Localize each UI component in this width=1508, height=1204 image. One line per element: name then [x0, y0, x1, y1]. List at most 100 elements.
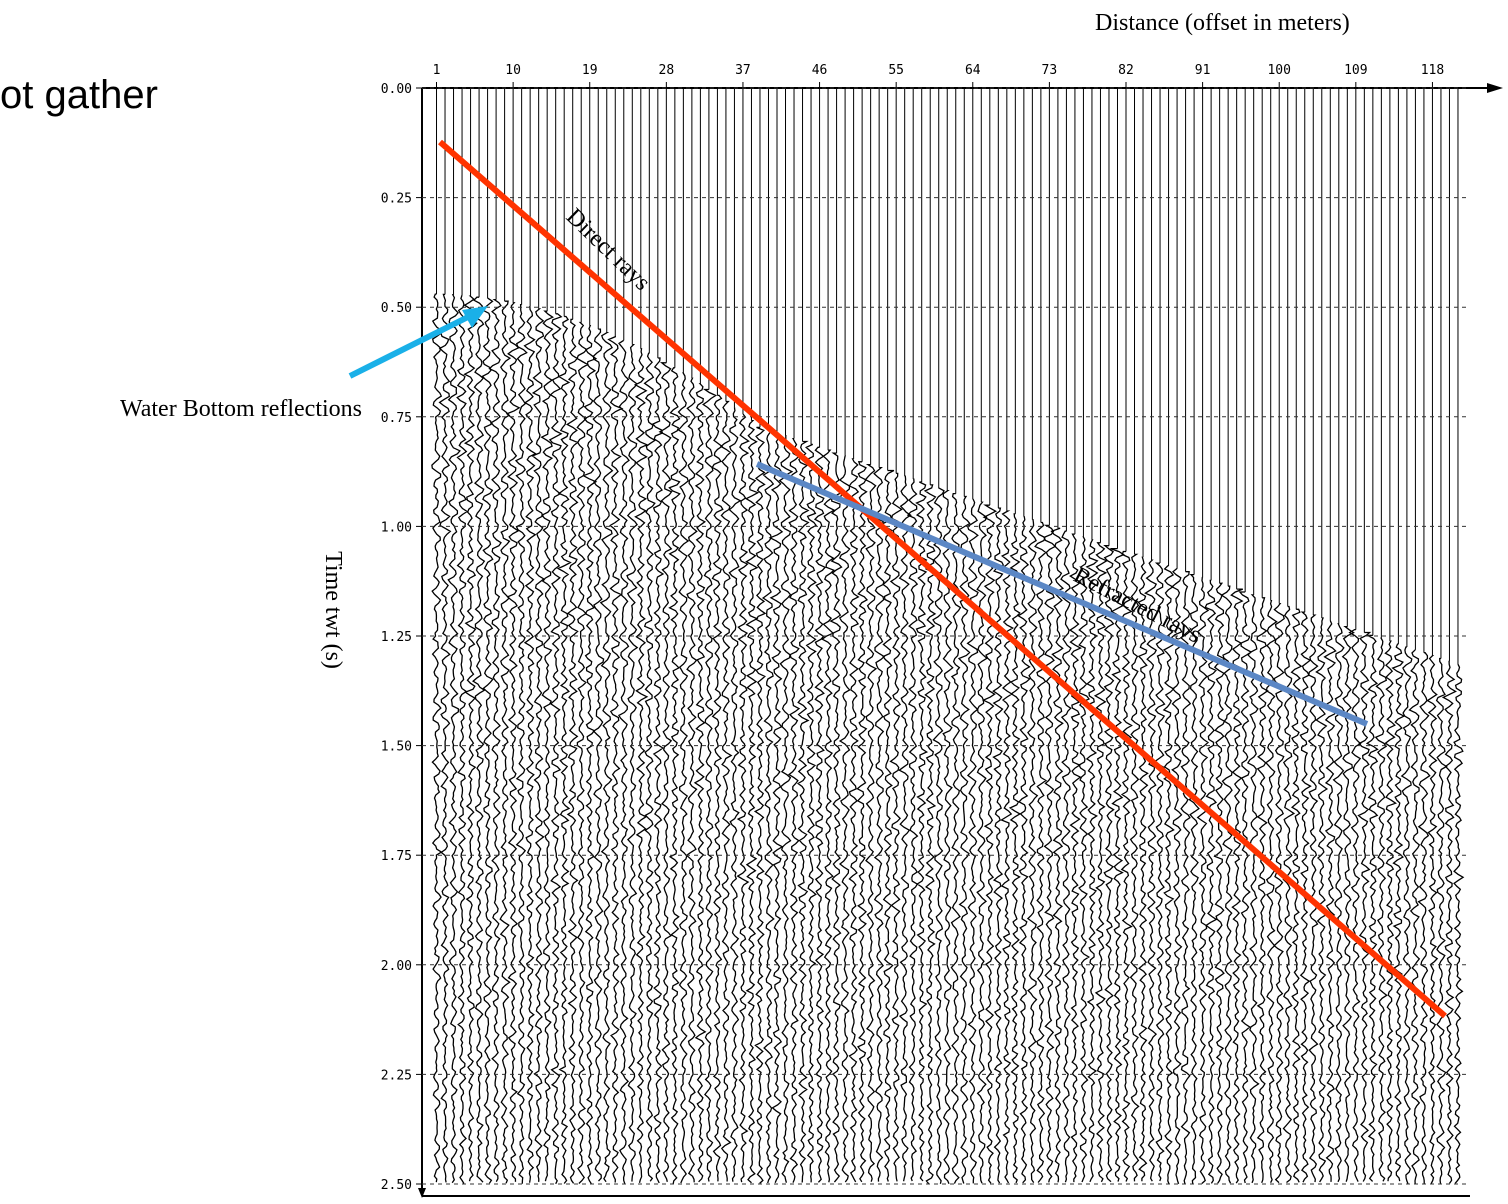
- x-tick-label: 55: [888, 63, 904, 78]
- trace-wiggle: [1417, 652, 1431, 1184]
- trace-wiggle: [906, 478, 920, 1182]
- trace-wiggle: [1374, 637, 1388, 1182]
- trace-wiggle: [1256, 597, 1269, 1184]
- trace-wiggle: [1384, 640, 1398, 1182]
- traces: [431, 88, 1465, 1185]
- trace-wiggle: [658, 362, 673, 1182]
- y-tick-label: 2.25: [381, 1068, 412, 1083]
- trace-wiggle: [848, 458, 860, 1183]
- trace-wiggle: [942, 490, 954, 1184]
- trace-wiggle: [898, 475, 912, 1182]
- trace-wiggle: [1357, 631, 1372, 1182]
- trace-wiggle: [592, 328, 605, 1182]
- trace-wiggle: [481, 297, 494, 1184]
- trace-wiggle: [1043, 524, 1057, 1183]
- y-axis-arrow: [418, 1188, 426, 1198]
- trace-wiggle: [728, 407, 742, 1182]
- trace-wiggle: [879, 469, 895, 1182]
- y-axis-label: Time twt (s): [320, 551, 346, 669]
- trace-wiggle: [1365, 634, 1379, 1182]
- trace-wiggle: [643, 352, 657, 1182]
- trace-wiggle: [761, 429, 775, 1184]
- trace-wiggle: [950, 492, 962, 1184]
- trace-wiggle: [1162, 565, 1176, 1185]
- trace-wiggle: [488, 299, 502, 1183]
- trace-wiggle: [456, 294, 469, 1184]
- trace-wiggle: [1204, 579, 1218, 1184]
- trace-wiggle: [1400, 646, 1413, 1185]
- y-tick-label: 1.50: [381, 740, 412, 755]
- x-tick-label: 10: [505, 63, 521, 78]
- refracted-ray-line: [755, 461, 1369, 727]
- trace-wiggle: [1026, 518, 1039, 1183]
- trace-wiggle: [1085, 539, 1099, 1183]
- trace-wiggle: [1008, 513, 1022, 1184]
- trace-wiggle: [1050, 527, 1065, 1183]
- trace-wiggle: [1129, 553, 1141, 1182]
- x-tick-label: 64: [965, 63, 981, 78]
- trace-wiggle: [1196, 576, 1210, 1184]
- trace-wiggle: [677, 372, 690, 1184]
- trace-wiggle: [1435, 657, 1448, 1184]
- trace-wiggle: [1154, 562, 1166, 1182]
- direct-ray-line: [438, 139, 1447, 1019]
- trace-wiggle: [447, 294, 461, 1184]
- trace-wiggle: [813, 446, 827, 1183]
- trace-wiggle: [923, 484, 937, 1185]
- trace-wiggle: [702, 388, 718, 1182]
- trace-wiggle: [1170, 568, 1183, 1185]
- trace-wiggle: [864, 464, 878, 1182]
- y-tick-label: 1.75: [381, 849, 412, 864]
- trace-wiggle: [1213, 582, 1226, 1184]
- trace-wiggle: [1179, 571, 1192, 1184]
- trace-wiggle: [1348, 628, 1362, 1182]
- trace-wiggle: [829, 452, 844, 1183]
- trace-wiggle: [556, 315, 572, 1184]
- y-tick-label: 0.00: [381, 82, 412, 97]
- trace-wiggle: [523, 306, 537, 1183]
- trace-wiggle: [617, 339, 630, 1184]
- trace-wiggle: [1391, 643, 1406, 1182]
- trace-wiggle: [1068, 533, 1082, 1183]
- x-tick-label: 73: [1042, 63, 1058, 78]
- trace-wiggle: [736, 413, 750, 1183]
- chart-title: ot gather: [0, 73, 158, 117]
- annotation: Water Bottom reflections: [120, 396, 362, 422]
- y-tick-label: 0.50: [381, 301, 412, 316]
- trace-wiggle: [1220, 585, 1234, 1184]
- trace-wiggle: [1120, 550, 1133, 1182]
- trace-wiggle: [915, 481, 929, 1182]
- x-tick-label: 46: [812, 63, 828, 78]
- trace-wiggle: [1137, 556, 1149, 1182]
- x-tick-label: 28: [659, 63, 675, 78]
- y-tick-label: 2.50: [381, 1178, 412, 1193]
- x-tick-label: 37: [735, 63, 751, 78]
- trace-wiggle: [565, 318, 579, 1184]
- x-axis-arrow: [1487, 83, 1503, 93]
- trace-wiggle: [889, 472, 903, 1182]
- trace-wiggle: [1282, 605, 1296, 1184]
- trace-wiggle: [1290, 608, 1303, 1183]
- trace-wiggle: [1000, 510, 1015, 1184]
- trace-wiggle: [820, 449, 836, 1183]
- trace-wiggle: [787, 437, 801, 1183]
- trace-wiggle: [1103, 545, 1115, 1183]
- x-tick-label: 109: [1344, 63, 1367, 78]
- y-tick-label: 0.75: [381, 411, 412, 426]
- x-axis-label: Distance (offset in meters): [1095, 10, 1350, 36]
- trace-wiggle: [693, 383, 707, 1183]
- trace-wiggle: [805, 443, 818, 1183]
- y-tick-label: 2.00: [381, 959, 412, 974]
- arrow-head: [462, 306, 488, 328]
- x-tick-label: 19: [582, 63, 598, 78]
- trace-wiggle: [514, 304, 528, 1184]
- trace-wiggle: [499, 300, 512, 1184]
- trace-wiggle: [1408, 649, 1421, 1184]
- trace-wiggle: [1188, 573, 1200, 1184]
- trace-wiggle: [981, 504, 998, 1184]
- trace-wiggle: [957, 495, 971, 1184]
- x-tick-label: 82: [1118, 63, 1134, 78]
- trace-wiggle: [778, 435, 794, 1183]
- trace-wiggle: [607, 335, 624, 1183]
